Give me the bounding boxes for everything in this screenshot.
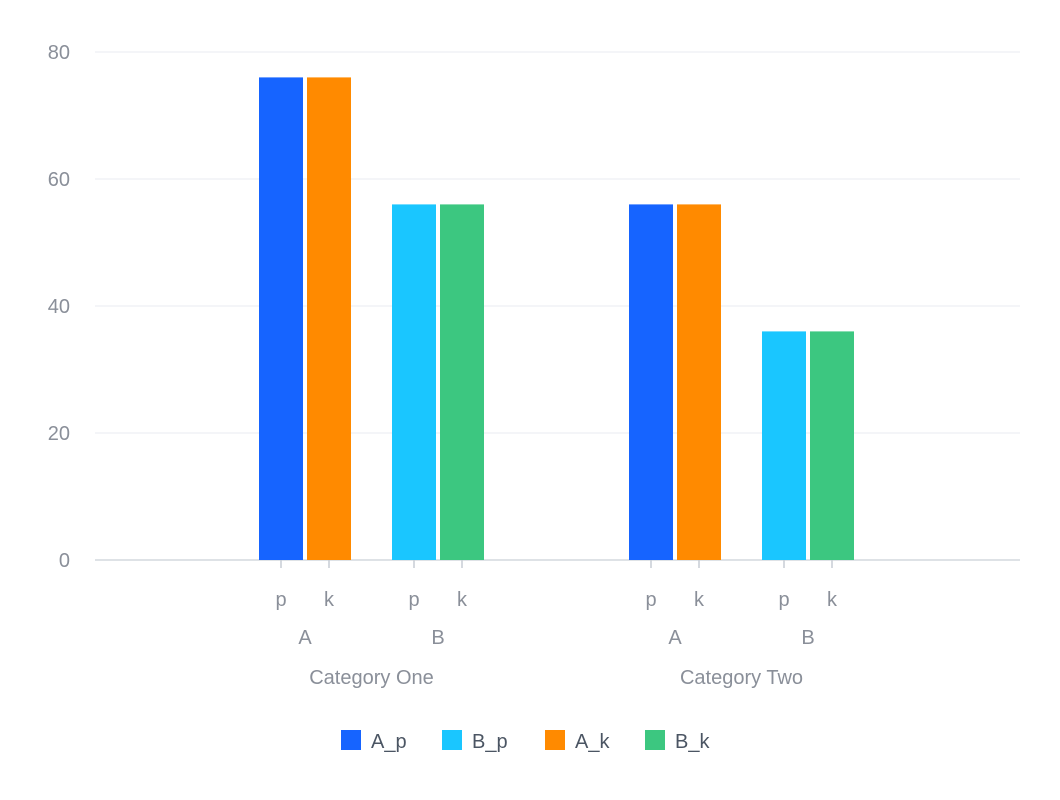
x-tick-label: k — [324, 589, 335, 611]
bar-category-one-a-k[interactable] — [307, 77, 351, 561]
legend-label: B_p — [472, 731, 508, 753]
legend-item-b_p[interactable]: B_p — [442, 730, 508, 753]
category-label: Category One — [309, 667, 434, 689]
x-tick-label: k — [694, 589, 705, 611]
bar-category-two-b-p[interactable] — [762, 331, 806, 560]
legend-item-a_p[interactable]: A_p — [341, 730, 407, 753]
y-tick-label: 80 — [48, 42, 70, 64]
subgroup-label: B — [431, 627, 444, 649]
subgroup-label: A — [668, 627, 682, 649]
x-tick-label: p — [778, 589, 789, 611]
subgroup-label: B — [801, 627, 814, 649]
x-tick-label: p — [645, 589, 656, 611]
y-tick-label: 40 — [48, 296, 70, 318]
legend-item-b_k[interactable]: B_k — [645, 730, 710, 753]
x-tick-label: k — [827, 589, 838, 611]
legend: A_p B_p A_k B_k — [341, 730, 710, 753]
x-tick-label: k — [457, 589, 468, 611]
bar-category-one-b-k[interactable] — [440, 204, 484, 560]
legend-label: A_k — [575, 731, 610, 753]
legend-swatch — [545, 730, 565, 750]
y-tick-label: 60 — [48, 169, 70, 191]
legend-swatch — [645, 730, 665, 750]
legend-swatch — [442, 730, 462, 750]
category-label: Category Two — [680, 667, 803, 689]
x-tick-label: p — [408, 589, 419, 611]
subgroup-label: A — [298, 627, 312, 649]
legend-item-a_k[interactable]: A_k — [545, 730, 610, 753]
grid-lines: 0 20 40 60 80 — [48, 42, 1020, 572]
x-tick-label: p — [275, 589, 286, 611]
bar-category-two-a-k[interactable] — [677, 204, 721, 560]
bar-category-two-b-k[interactable] — [810, 331, 854, 560]
y-tick-label: 0 — [59, 550, 70, 572]
legend-label: A_p — [371, 731, 407, 753]
legend-label: B_k — [675, 731, 710, 753]
bar-category-two-a-p[interactable] — [629, 204, 673, 560]
legend-swatch — [341, 730, 361, 750]
y-tick-label: 20 — [48, 423, 70, 445]
bar-category-one-a-p[interactable] — [259, 77, 303, 561]
bar-category-one-b-p[interactable] — [392, 204, 436, 560]
bars — [259, 77, 854, 561]
